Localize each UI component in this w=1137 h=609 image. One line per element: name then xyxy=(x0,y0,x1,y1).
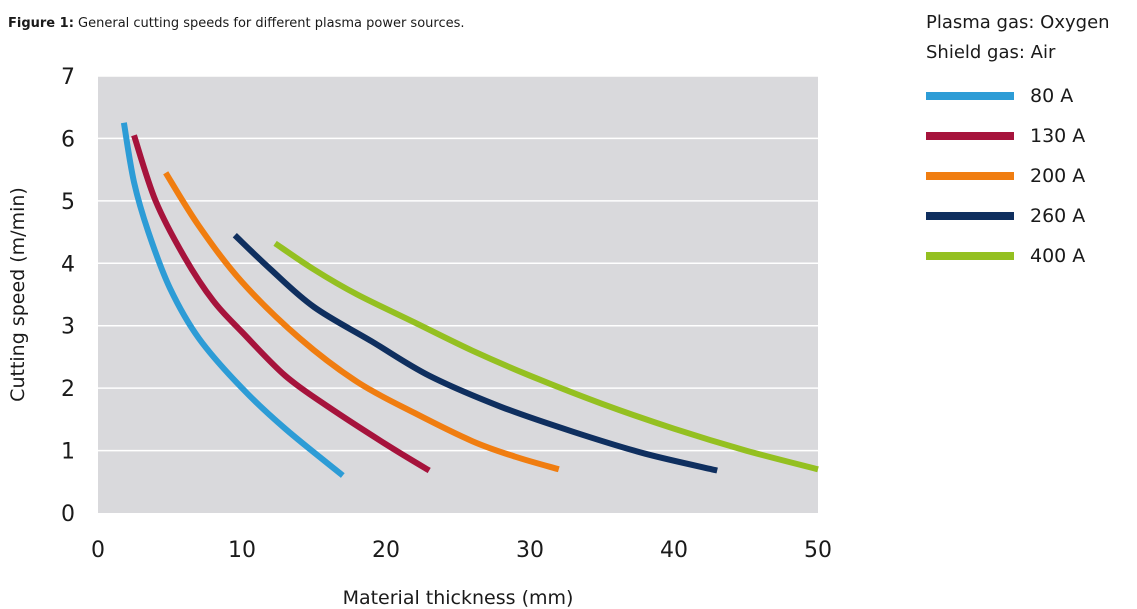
x-axis-title: Material thickness (mm) xyxy=(343,587,574,609)
legend-item-80a: 80 A xyxy=(926,76,1110,116)
legend-label: 260 A xyxy=(1030,205,1086,227)
legend-swatch xyxy=(926,132,1014,140)
y-tick-label: 3 xyxy=(61,315,75,340)
plot-area xyxy=(98,76,818,513)
legend-label: 400 A xyxy=(1030,245,1086,267)
y-tick-label: 4 xyxy=(61,252,75,277)
legend-swatch xyxy=(926,252,1014,260)
y-tick-label: 0 xyxy=(61,502,75,527)
x-tick-label: 20 xyxy=(372,538,400,563)
y-tick-label: 1 xyxy=(61,440,75,465)
series-line-80a xyxy=(120,122,345,478)
cutting-speed-chart: 0 1 2 3 4 5 6 7 0 10 20 30 40 50 Material thickness (m… xyxy=(7,65,832,609)
y-tick-label: 7 xyxy=(61,65,75,90)
series-line-200a xyxy=(163,171,560,473)
legend-label: 200 A xyxy=(1030,165,1086,187)
series-line-260a xyxy=(232,233,718,474)
y-tick-label: 6 xyxy=(61,127,75,152)
caption-prefix: Figure 1: xyxy=(8,16,74,31)
figure-caption: Figure 1: General cutting speeds for dif… xyxy=(8,16,465,31)
x-tick-label: 50 xyxy=(804,538,832,563)
legend: Plasma gas: Oxygen Shield gas: Air 80 A 1… xyxy=(926,8,1110,276)
legend-item-400a: 400 A xyxy=(926,236,1110,276)
x-tick-label: 10 xyxy=(228,538,256,563)
shield-gas-note: Shield gas: Air xyxy=(926,42,1056,63)
legend-item-200a: 200 A xyxy=(926,156,1110,196)
legend-swatch xyxy=(926,172,1014,180)
legend-swatch xyxy=(926,212,1014,220)
legend-swatch xyxy=(926,92,1014,100)
legend-label: 80 A xyxy=(1030,85,1074,107)
x-tick-label: 0 xyxy=(91,538,105,563)
plasma-gas-note: Plasma gas: Oxygen xyxy=(926,12,1110,33)
series-line-400a xyxy=(273,240,819,473)
y-tick-label: 2 xyxy=(61,377,75,402)
legend-item-130a: 130 A xyxy=(926,116,1110,156)
y-tick-label: 5 xyxy=(61,190,75,215)
series-line-130a xyxy=(131,134,431,474)
legend-label: 130 A xyxy=(1030,125,1086,147)
caption-text: General cutting speeds for different pla… xyxy=(78,16,465,31)
y-axis-title: Cutting speed (m/min) xyxy=(7,187,29,402)
x-tick-label: 40 xyxy=(660,538,688,563)
legend-item-260a: 260 A xyxy=(926,196,1110,236)
x-tick-label: 30 xyxy=(516,538,544,563)
